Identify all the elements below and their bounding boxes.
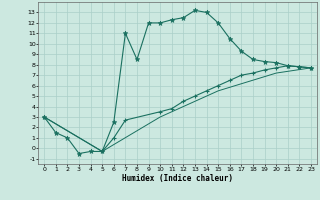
X-axis label: Humidex (Indice chaleur): Humidex (Indice chaleur) [122,174,233,183]
